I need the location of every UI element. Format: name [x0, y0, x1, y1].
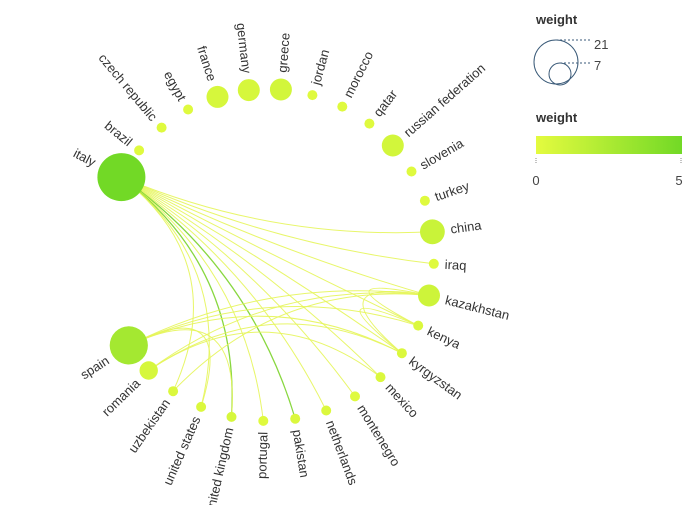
color-legend-gradient-bar: [536, 136, 682, 154]
node-france[interactable]: [206, 85, 229, 108]
label-china: china: [449, 217, 483, 236]
label-kenya: kenya: [425, 324, 463, 353]
nodes-layer: [97, 78, 445, 426]
node-brazil[interactable]: [134, 145, 145, 156]
color-legend: weight 0 5: [532, 110, 682, 188]
label-germany: germany: [234, 22, 255, 74]
node-germany[interactable]: [237, 79, 260, 102]
node-slovenia[interactable]: [406, 166, 417, 177]
label-turkey: turkey: [433, 178, 472, 204]
label-egypt: egypt: [161, 68, 190, 103]
label-czech-republic: czech republic: [96, 51, 161, 125]
edge-uzbekistan-kazakhstan: [172, 293, 430, 392]
label-italy: italy: [71, 146, 99, 170]
node-czech-republic[interactable]: [156, 122, 167, 133]
node-kyrgyzstan[interactable]: [396, 348, 407, 359]
node-united-kingdom[interactable]: [226, 411, 237, 422]
color-legend-title: weight: [535, 110, 578, 125]
edge-italy-uzbekistan: [121, 176, 194, 392]
label-portugal: portugal: [254, 432, 270, 479]
label-montenegro: montenegro: [354, 402, 403, 469]
node-russian-federation[interactable]: [381, 134, 404, 157]
edge-romania-kazakhstan: [148, 292, 430, 371]
edge-spain-kyrgyzstan: [128, 315, 403, 354]
edge-italy-kazakhstan: [121, 176, 430, 296]
label-russian-federation: russian federation: [401, 60, 489, 139]
label-spain: spain: [78, 353, 112, 383]
node-romania[interactable]: [139, 361, 158, 380]
edge-kyrgyzstan-kenya: [359, 307, 419, 354]
edge-italy-iraq: [121, 176, 434, 265]
label-mexico: mexico: [382, 380, 421, 420]
node-greece[interactable]: [269, 78, 292, 101]
size-legend-value-large: 21: [594, 37, 608, 52]
label-kyrgyzstan: kyrgyzstan: [406, 354, 465, 403]
size-legend-title: weight: [535, 12, 578, 27]
label-uzbekistan: uzbekistan: [125, 396, 173, 456]
size-legend-circle-small: [548, 62, 572, 86]
label-romania: romania: [99, 375, 144, 419]
edge-italy-kyrgyzstan: [121, 176, 403, 354]
node-iraq[interactable]: [428, 258, 439, 269]
label-jordan: jordan: [308, 48, 332, 88]
node-portugal[interactable]: [258, 415, 269, 426]
edge-italy-pakistan: [121, 176, 296, 419]
label-greece: greece: [275, 32, 293, 73]
node-kazakhstan[interactable]: [418, 284, 440, 307]
node-egypt[interactable]: [183, 104, 194, 115]
edge-italy-portugal: [121, 176, 264, 421]
node-uzbekistan[interactable]: [168, 386, 179, 397]
node-pakistan[interactable]: [290, 413, 301, 424]
node-italy[interactable]: [97, 153, 146, 202]
edge-italy-netherlands: [121, 176, 327, 411]
edge-italy-united-kingdom: [121, 176, 233, 417]
node-china[interactable]: [420, 219, 445, 245]
node-united-states[interactable]: [196, 401, 207, 412]
node-netherlands[interactable]: [321, 405, 332, 416]
node-montenegro[interactable]: [350, 391, 360, 402]
node-turkey[interactable]: [419, 195, 430, 206]
label-qatar: qatar: [370, 86, 400, 119]
edge-romania-kyrgyzstan: [148, 323, 403, 371]
node-kenya[interactable]: [413, 320, 424, 331]
edge-spain-kenya: [128, 306, 419, 346]
edge-italy-kenya: [121, 176, 419, 327]
edge-italy-china: [121, 176, 433, 234]
label-kazakhstan: kazakhstan: [444, 292, 511, 323]
label-netherlands: netherlands: [323, 418, 361, 487]
label-france: france: [194, 44, 219, 83]
size-legend-circle-large: [533, 39, 579, 85]
edges-layer: [121, 176, 434, 421]
edge-kyrgyzstan-kazakhstan: [362, 291, 430, 354]
edge-italy-montenegro: [121, 176, 356, 397]
label-morocco: morocco: [340, 49, 376, 100]
node-morocco[interactable]: [337, 101, 348, 112]
label-united-kingdom: united kingdom: [202, 426, 236, 505]
edge-italy-mexico: [121, 176, 381, 378]
edge-romania-mexico: [148, 331, 381, 378]
color-legend-max: 5: [675, 173, 682, 188]
node-mexico[interactable]: [375, 372, 386, 383]
label-united-states: united states: [160, 414, 204, 488]
size-legend: weight 21 7: [533, 12, 608, 86]
node-spain[interactable]: [109, 326, 148, 365]
label-pakistan: pakistan: [290, 428, 313, 478]
label-slovenia: slovenia: [417, 135, 466, 172]
color-legend-min: 0: [532, 173, 539, 188]
size-legend-value-small: 7: [594, 58, 601, 73]
node-jordan[interactable]: [307, 90, 318, 101]
label-iraq: iraq: [444, 257, 466, 273]
node-qatar[interactable]: [364, 118, 375, 129]
label-brazil: brazil: [102, 118, 136, 149]
edge-kenya-kazakhstan: [368, 287, 430, 327]
